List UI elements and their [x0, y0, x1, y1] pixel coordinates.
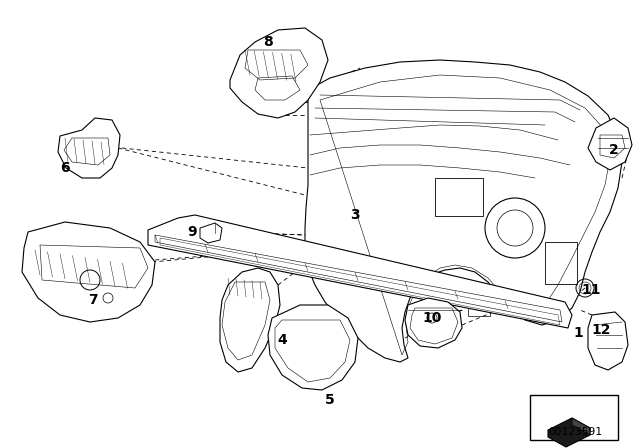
- Text: 00123591: 00123591: [548, 427, 602, 437]
- Text: 1: 1: [573, 326, 583, 340]
- Text: 11: 11: [581, 283, 601, 297]
- Text: 12: 12: [591, 323, 611, 337]
- Text: 10: 10: [422, 311, 442, 325]
- Polygon shape: [588, 312, 628, 370]
- Polygon shape: [548, 418, 590, 447]
- Text: 4: 4: [277, 333, 287, 347]
- Bar: [530, 395, 618, 440]
- Polygon shape: [268, 305, 358, 390]
- Text: 7: 7: [88, 293, 98, 307]
- Polygon shape: [305, 60, 622, 362]
- Polygon shape: [220, 268, 280, 372]
- Text: 8: 8: [263, 35, 273, 49]
- Bar: [468, 288, 490, 316]
- Polygon shape: [230, 28, 328, 118]
- Bar: [435, 178, 483, 216]
- Polygon shape: [200, 223, 222, 243]
- Bar: [545, 242, 577, 284]
- Text: 6: 6: [60, 161, 70, 175]
- Text: 9: 9: [187, 225, 197, 239]
- Polygon shape: [572, 418, 590, 435]
- Polygon shape: [22, 222, 155, 322]
- Text: 5: 5: [325, 393, 335, 407]
- Polygon shape: [148, 215, 572, 328]
- Text: 3: 3: [350, 208, 360, 222]
- Polygon shape: [588, 118, 632, 170]
- Polygon shape: [405, 298, 462, 348]
- Text: 2: 2: [609, 143, 619, 157]
- Polygon shape: [58, 118, 120, 178]
